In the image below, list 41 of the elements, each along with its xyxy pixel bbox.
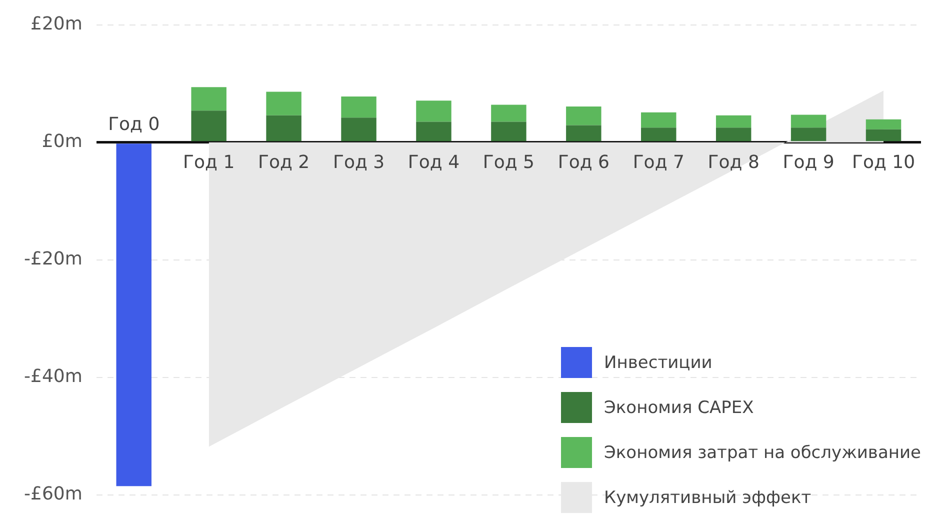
bar xyxy=(341,96,376,118)
bar xyxy=(566,106,602,126)
x-tick-label: Год 10 xyxy=(852,152,916,174)
bar xyxy=(116,144,152,486)
x-tick-label: Год 4 xyxy=(408,152,460,174)
x-tick-label: Год 1 xyxy=(183,152,235,174)
bar xyxy=(491,122,526,142)
bar xyxy=(866,119,902,130)
x-tick-label: Год 5 xyxy=(482,152,534,174)
bar xyxy=(191,110,226,142)
bar xyxy=(266,115,302,142)
y-tick-label: £20m xyxy=(30,13,82,34)
x-tick-label: Год 2 xyxy=(258,152,310,174)
x-tick-label: Год 6 xyxy=(558,152,610,174)
y-tick-label: -£20m xyxy=(24,248,82,270)
bar xyxy=(416,122,452,142)
bar xyxy=(866,129,902,142)
x-tick-label: Год 8 xyxy=(708,152,760,174)
legend-label: Кумулятивный эффект xyxy=(604,488,812,508)
x-tick-label: Год 0 xyxy=(108,114,160,136)
legend-label: Экономия затрат на обслуживание xyxy=(604,442,921,462)
bar xyxy=(341,118,376,142)
x-tick-label: Год 3 xyxy=(332,152,385,174)
bar xyxy=(191,87,226,111)
bar xyxy=(641,128,676,142)
x-tick-label: Год 9 xyxy=(782,152,834,174)
legend-label: Инвестиции xyxy=(604,352,712,372)
bar xyxy=(790,114,826,128)
bar xyxy=(266,92,302,116)
x-tick-label: Год 7 xyxy=(632,152,684,174)
bar xyxy=(716,128,752,142)
y-tick-label: £0m xyxy=(42,131,82,152)
bar xyxy=(416,100,452,122)
bar xyxy=(716,115,752,128)
bar xyxy=(566,125,602,142)
bar xyxy=(641,112,676,128)
bar xyxy=(790,128,826,142)
y-tick-label: -£40m xyxy=(24,366,82,388)
legend-label: Экономия CAPEX xyxy=(604,398,754,418)
y-tick-label: -£60m xyxy=(24,484,82,505)
bar xyxy=(491,104,526,122)
